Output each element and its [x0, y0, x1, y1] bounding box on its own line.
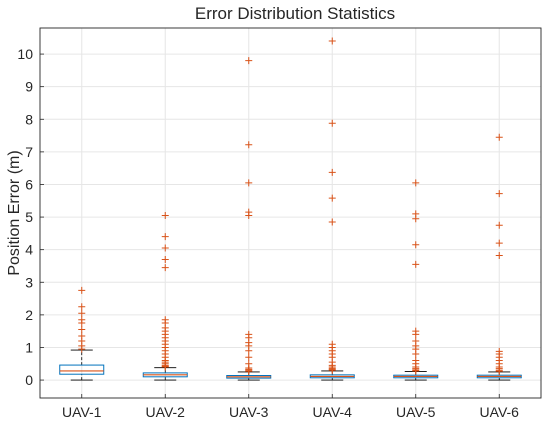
box-uav-1 — [59, 286, 105, 381]
y-tick-label: 7 — [25, 144, 33, 160]
y-tick-label: 8 — [25, 111, 33, 127]
x-tick-label: UAV-3 — [229, 404, 269, 420]
outlier-point — [328, 194, 336, 202]
outlier-point — [161, 316, 169, 324]
outlier-point — [412, 260, 420, 268]
box-uav-6 — [476, 133, 522, 381]
y-tick-label: 4 — [25, 242, 33, 258]
box-uav-4 — [309, 37, 355, 381]
y-axis-label: Position Error (m) — [6, 150, 23, 275]
outlier-point — [161, 233, 169, 241]
plot-marks — [59, 37, 522, 381]
outlier-point — [495, 133, 503, 141]
outlier-point — [328, 168, 336, 176]
outlier-point — [161, 264, 169, 272]
chart-title: Error Distribution Statistics — [195, 4, 395, 23]
outlier-point — [328, 119, 336, 127]
outlier-point — [495, 239, 503, 247]
y-tick-label: 5 — [25, 209, 33, 225]
y-tick-label: 9 — [25, 79, 33, 95]
outlier-point — [412, 357, 420, 365]
outlier-point — [328, 218, 336, 226]
outlier-point — [495, 190, 503, 198]
outlier-point — [495, 347, 503, 355]
y-tick-label: 3 — [25, 274, 33, 290]
outlier-point — [245, 353, 253, 361]
plot-frame — [39, 27, 542, 399]
y-tick-label: 2 — [25, 307, 33, 323]
box-uav-5 — [393, 179, 439, 381]
axes-frame — [39, 27, 542, 399]
outlier-point — [245, 179, 253, 187]
x-tick-label: UAV-6 — [480, 404, 520, 420]
x-tick-label: UAV-4 — [313, 404, 353, 420]
outlier-point — [412, 179, 420, 187]
x-tick-label: UAV-5 — [396, 404, 436, 420]
box-uav-2 — [142, 211, 188, 381]
outlier-point — [78, 326, 86, 334]
x-tick-label: UAV-2 — [146, 404, 186, 420]
outlier-point — [328, 340, 336, 348]
box-uav-3 — [226, 57, 272, 381]
y-tick-label: 6 — [25, 176, 33, 192]
outlier-point — [245, 141, 253, 149]
tick-labels: 0 1 2 3 4 5 6 7 8 9 10 UAV-1 UAV-2 UAV-3 UAV-4 UAV-5 UAV… — [17, 46, 519, 420]
outlier-point — [328, 37, 336, 45]
outlier-point — [245, 57, 253, 65]
outlier-point — [78, 332, 86, 340]
y-tick-label: 1 — [25, 339, 33, 355]
outlier-point — [245, 208, 253, 216]
outlier-point — [412, 210, 420, 218]
outlier-point — [161, 244, 169, 252]
outlier-point — [161, 255, 169, 263]
outlier-point — [78, 286, 86, 294]
outlier-point — [78, 309, 86, 317]
outlier-point — [412, 241, 420, 249]
outlier-point — [78, 303, 86, 311]
outlier-point — [245, 360, 253, 368]
outlier-point — [78, 316, 86, 324]
outlier-point — [495, 252, 503, 260]
box-iqr — [59, 364, 105, 375]
outlier-point — [161, 211, 169, 219]
outlier-point — [495, 221, 503, 229]
outlier-point — [412, 327, 420, 335]
y-tick-label: 10 — [17, 46, 33, 62]
outlier-point — [245, 330, 253, 338]
outlier-point — [412, 337, 420, 345]
y-tick-label: 0 — [25, 372, 33, 388]
x-tick-label: UAV-1 — [62, 404, 102, 420]
